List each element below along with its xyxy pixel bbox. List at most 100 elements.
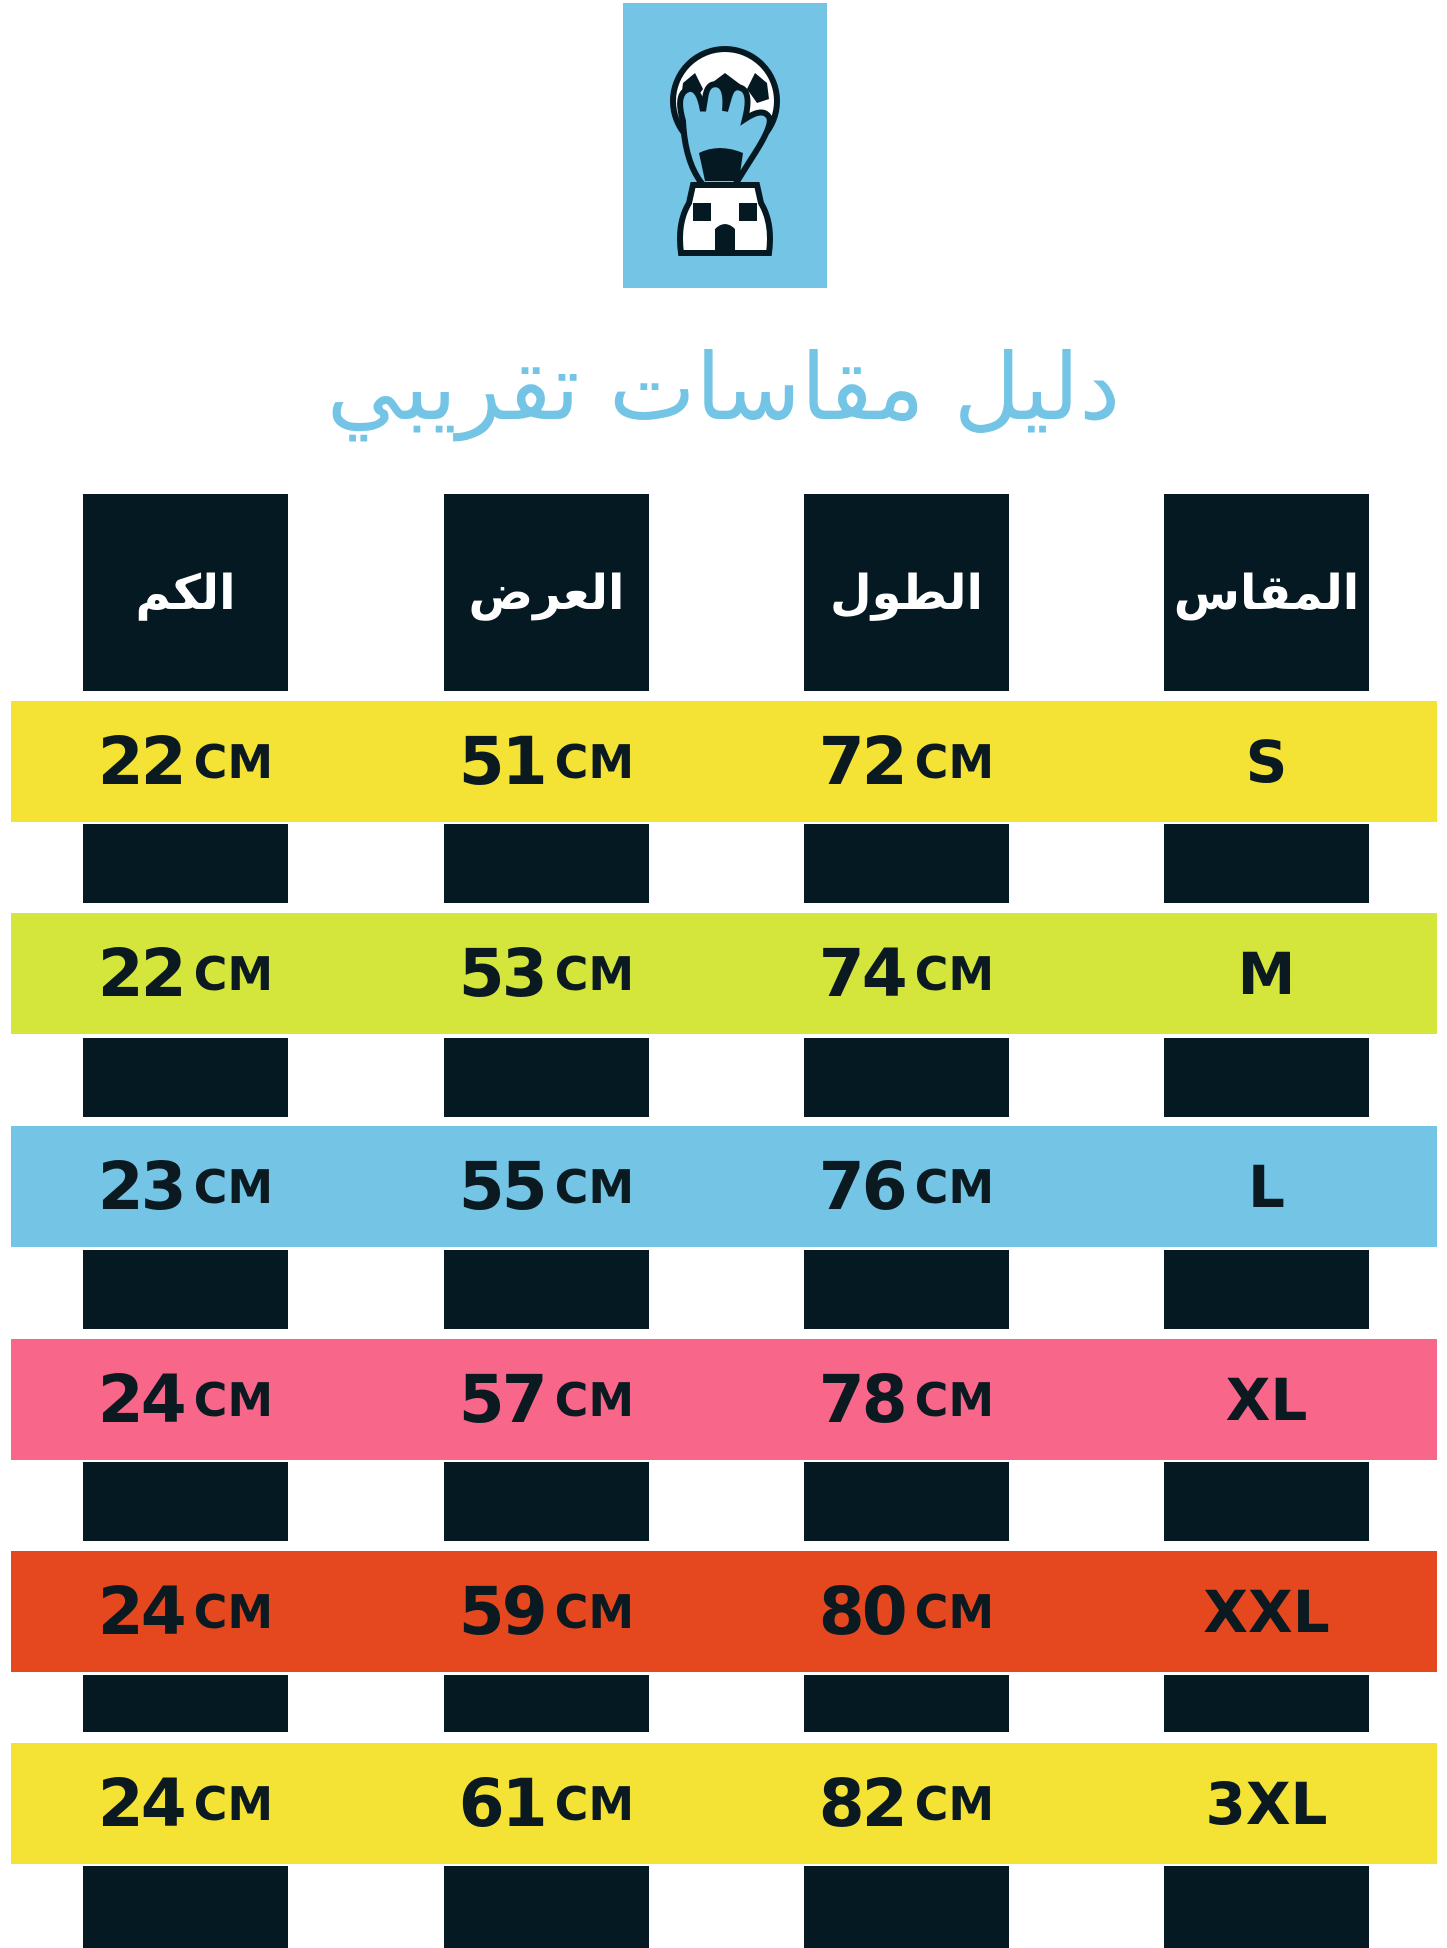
length-value: 72: [818, 723, 908, 800]
size-cell: S: [1164, 701, 1369, 822]
column-stripe: [804, 1462, 1009, 1541]
length-cell: 76 CM: [804, 1126, 1009, 1247]
table-row: 24 CM 59 CM 80 CM XXL: [11, 1551, 1437, 1672]
size-cell: 3XL: [1164, 1743, 1369, 1864]
table-row: 24 CM 61 CM 82 CM 3XL: [11, 1743, 1437, 1864]
column-stripe: [1164, 1250, 1369, 1329]
width-value: 53: [458, 935, 548, 1012]
column-stripe: [804, 1038, 1009, 1117]
size-cell: M: [1164, 913, 1369, 1034]
column-stripe: [444, 824, 649, 903]
column-stripe: [444, 1462, 649, 1541]
width-value: 61: [458, 1765, 548, 1842]
unit-label: CM: [193, 946, 274, 1001]
unit-label: CM: [914, 1159, 995, 1214]
unit-label: CM: [914, 734, 995, 789]
size-value: M: [1237, 939, 1296, 1008]
column-stripe: [83, 1675, 288, 1732]
sleeve-cell: 23 CM: [83, 1126, 288, 1247]
sleeve-cell: 24 CM: [83, 1743, 288, 1864]
table-row: 23 CM 55 CM 76 CM L: [11, 1126, 1437, 1247]
column-stripe: [83, 1462, 288, 1541]
unit-label: CM: [193, 734, 274, 789]
column-stripe: [444, 1675, 649, 1732]
column-stripe: [1164, 1038, 1369, 1117]
width-cell: 53 CM: [444, 913, 649, 1034]
brand-logo: [623, 3, 827, 288]
column-stripe: [1164, 1675, 1369, 1732]
column-stripe: [1164, 1462, 1369, 1541]
column-stripe: [444, 1866, 649, 1948]
unit-label: CM: [914, 946, 995, 1001]
size-value: XL: [1225, 1365, 1308, 1434]
column-stripe: [1164, 1866, 1369, 1948]
column-stripe: [804, 1250, 1009, 1329]
length-cell: 72 CM: [804, 701, 1009, 822]
width-cell: 51 CM: [444, 701, 649, 822]
width-cell: 59 CM: [444, 1551, 649, 1672]
size-value: XXL: [1203, 1577, 1330, 1646]
unit-label: CM: [554, 1584, 635, 1639]
page-title: دليل مقاسات تقريبي: [326, 334, 1121, 441]
unit-label: CM: [554, 1159, 635, 1214]
unit-label: CM: [554, 1372, 635, 1427]
length-cell: 80 CM: [804, 1551, 1009, 1672]
unit-label: CM: [193, 1776, 274, 1831]
size-value: 3XL: [1205, 1769, 1328, 1838]
width-value: 51: [458, 723, 548, 800]
length-value: 82: [818, 1765, 908, 1842]
width-value: 59: [458, 1573, 548, 1650]
column-stripe: [83, 824, 288, 903]
table-row: 22 CM 51 CM 72 CM S: [11, 701, 1437, 822]
length-value: 78: [818, 1361, 908, 1438]
sleeve-cell: 24 CM: [83, 1339, 288, 1460]
sleeve-cell: 24 CM: [83, 1551, 288, 1672]
unit-label: CM: [554, 734, 635, 789]
header-sleeve: الكم: [83, 494, 288, 691]
column-stripe: [83, 1866, 288, 1948]
length-value: 74: [818, 935, 908, 1012]
sleeve-value: 23: [97, 1148, 187, 1225]
sleeve-value: 22: [97, 723, 187, 800]
size-cell: L: [1164, 1126, 1369, 1247]
header-length: الطول: [804, 494, 1009, 691]
width-value: 55: [458, 1148, 548, 1225]
header-size: المقاس: [1164, 494, 1369, 691]
width-value: 57: [458, 1361, 548, 1438]
unit-label: CM: [193, 1584, 274, 1639]
table-row: 22 CM 53 CM 74 CM M: [11, 913, 1437, 1034]
size-value: L: [1248, 1152, 1285, 1221]
unit-label: CM: [914, 1372, 995, 1427]
sleeve-value: 24: [97, 1765, 187, 1842]
column-stripe: [804, 824, 1009, 903]
sleeve-value: 24: [97, 1573, 187, 1650]
column-stripe: [83, 1038, 288, 1117]
unit-label: CM: [554, 946, 635, 1001]
length-cell: 78 CM: [804, 1339, 1009, 1460]
column-stripe: [444, 1038, 649, 1117]
unit-label: CM: [914, 1776, 995, 1831]
unit-label: CM: [193, 1372, 274, 1427]
width-cell: 57 CM: [444, 1339, 649, 1460]
column-stripe: [804, 1866, 1009, 1948]
unit-label: CM: [554, 1776, 635, 1831]
length-cell: 74 CM: [804, 913, 1009, 1034]
column-stripe: [83, 1250, 288, 1329]
sleeve-cell: 22 CM: [83, 701, 288, 822]
column-stripe: [1164, 824, 1369, 903]
unit-label: CM: [193, 1159, 274, 1214]
column-stripe: [444, 1250, 649, 1329]
sleeve-cell: 22 CM: [83, 913, 288, 1034]
size-cell: XL: [1164, 1339, 1369, 1460]
table-row: 24 CM 57 CM 78 CM XL: [11, 1339, 1437, 1460]
goalkeeper-glove-ball-trophy-icon: [670, 46, 780, 256]
sleeve-value: 22: [97, 935, 187, 1012]
size-cell: XXL: [1164, 1551, 1369, 1672]
width-cell: 61 CM: [444, 1743, 649, 1864]
unit-label: CM: [914, 1584, 995, 1639]
length-value: 80: [818, 1573, 908, 1650]
width-cell: 55 CM: [444, 1126, 649, 1247]
sleeve-value: 24: [97, 1361, 187, 1438]
length-value: 76: [818, 1148, 908, 1225]
size-value: S: [1245, 727, 1288, 796]
